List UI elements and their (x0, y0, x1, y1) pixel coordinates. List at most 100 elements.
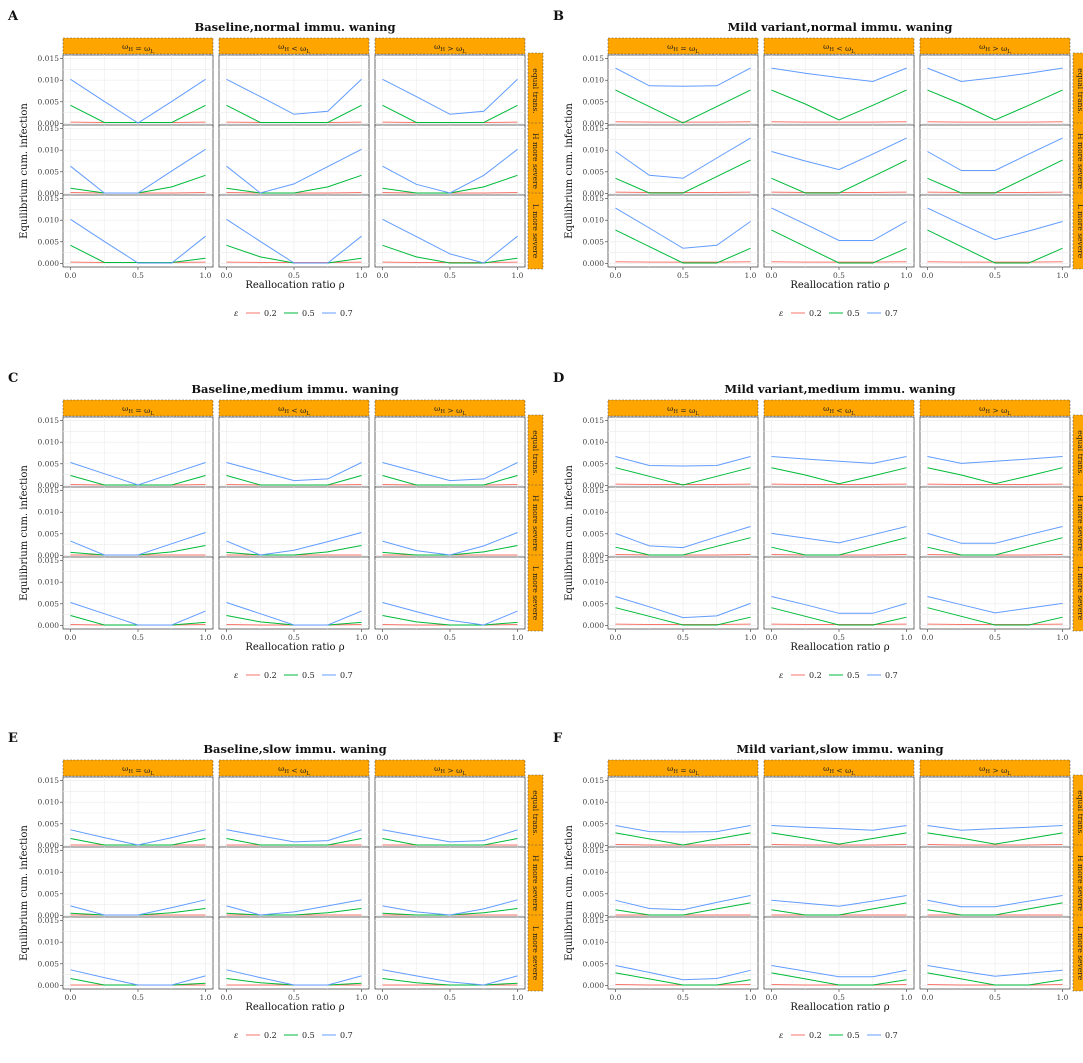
x-tick-label: 0.5 (833, 633, 845, 642)
x-axis-label: Reallocation ratio ρ (245, 280, 344, 291)
y-tick-label: 0.015 (583, 486, 605, 495)
row-strip (1072, 914, 1083, 992)
y-tick-label: 0.010 (38, 868, 60, 877)
x-tick-label: 0.0 (766, 271, 778, 280)
row-strip-label: H more severe (531, 495, 540, 552)
column-strip-label: ωH < ωL (823, 764, 855, 777)
column-strip (374, 37, 526, 55)
series-line-eps-07 (70, 532, 206, 556)
series-line-eps-05 (771, 607, 907, 626)
facet-panel (374, 124, 526, 198)
x-tick-label: 0.5 (989, 993, 1001, 1002)
series-line-eps-07 (615, 207, 751, 249)
facet-panel (374, 194, 526, 268)
y-tick-label: 0.010 (583, 798, 605, 807)
facet-panel (607, 916, 759, 990)
column-strip (763, 759, 915, 777)
series-line-eps-05 (927, 832, 1063, 845)
series-line-eps-05 (615, 832, 751, 846)
panel-f: F Mild variant,slow immu. waning Equilibri… (553, 731, 1083, 1040)
series-line-eps-05 (226, 545, 362, 556)
series-line-eps-05 (927, 972, 1063, 986)
x-tick-label: 1.0 (745, 271, 757, 280)
series-line-eps-07 (382, 602, 518, 626)
facet-panel (62, 916, 214, 990)
series-line-eps-02 (771, 844, 907, 846)
row-strip (527, 914, 544, 992)
series-line-eps-07 (771, 895, 907, 907)
facet-panel (62, 54, 214, 128)
y-tick-label: 0.000 (583, 981, 605, 990)
x-tick-label: 0.0 (922, 633, 934, 642)
series-line-eps-07 (771, 456, 907, 464)
column-strip-label: ωH > ωL (434, 42, 466, 55)
y-tick-label: 0.015 (38, 54, 60, 63)
legend-label: 0.7 (885, 1031, 898, 1040)
series-line-eps-07 (927, 67, 1063, 83)
legend-label: 0.2 (809, 671, 822, 680)
row-strip (527, 192, 544, 270)
column-strip-label: ωH > ωL (979, 764, 1011, 777)
y-axis-label: Equilibrium cum. infection (564, 825, 575, 961)
y-tick-label: 0.000 (583, 621, 605, 630)
facet-panel (374, 776, 526, 850)
facet-panel (607, 194, 759, 268)
panel-title: Baseline,normal immu. waning (194, 20, 395, 34)
column-strip (919, 399, 1071, 417)
y-tick-label: 0.005 (38, 819, 60, 828)
legend: ε 0.2 0.5 0.7 (779, 1031, 898, 1040)
panel-letter: E (8, 731, 18, 746)
column-strip-label: ωH > ωL (434, 404, 466, 417)
series-line-eps-05 (615, 607, 751, 626)
y-tick-label: 0.015 (583, 54, 605, 63)
y-tick-label: 0.015 (583, 194, 605, 203)
legend-label: 0.5 (847, 309, 860, 318)
series-line-eps-07 (771, 825, 907, 831)
x-tick-label: 0.0 (65, 633, 77, 642)
y-tick-label: 0.000 (38, 259, 60, 268)
panel-letter: C (8, 371, 18, 386)
series-line-eps-07 (382, 148, 518, 194)
row-strip-label: equal trans. (531, 790, 540, 835)
legend-label: 0.5 (302, 1031, 315, 1040)
legend-title: ε (234, 1031, 238, 1040)
x-tick-label: 0.0 (922, 993, 934, 1002)
x-tick-label: 0.5 (833, 993, 845, 1002)
y-tick-label: 0.015 (38, 486, 60, 495)
column-strip-label: ωH = ωL (667, 404, 699, 417)
y-axis-label: Equilibrium cum. infection (564, 465, 575, 601)
series-line-eps-07 (615, 137, 751, 179)
x-tick-label: 0.5 (833, 271, 845, 280)
x-axis-label: Reallocation ratio ρ (790, 280, 889, 291)
y-tick-label: 0.000 (583, 259, 605, 268)
series-line-eps-07 (382, 218, 518, 264)
row-strip (1072, 554, 1083, 632)
legend-label: 0.2 (809, 1031, 822, 1040)
y-tick-label: 0.015 (583, 916, 605, 925)
x-tick-label: 0.0 (610, 993, 622, 1002)
facet-panel (62, 124, 214, 198)
series-line-eps-07 (70, 462, 206, 486)
y-axis-label: Equilibrium cum. infection (564, 103, 575, 239)
x-tick-label: 0.5 (677, 633, 689, 642)
series-line-eps-05 (771, 159, 907, 194)
legend-label: 0.5 (302, 671, 315, 680)
facet-panel (607, 776, 759, 850)
series-line-eps-07 (382, 462, 518, 482)
series-line-eps-05 (615, 537, 751, 556)
legend: ε 0.2 0.5 0.7 (234, 671, 353, 680)
series-line-eps-07 (226, 899, 362, 916)
x-tick-label: 0.0 (65, 993, 77, 1002)
x-tick-label: 0.5 (989, 271, 1001, 280)
y-tick-label: 0.010 (583, 216, 605, 225)
y-tick-label: 0.005 (583, 889, 605, 898)
series-line-eps-05 (927, 902, 1063, 916)
facet-panel (919, 124, 1071, 198)
x-tick-label: 1.0 (200, 633, 212, 642)
y-tick-label: 0.005 (583, 97, 605, 106)
row-strip (527, 554, 544, 632)
facet-panel (763, 54, 915, 128)
x-tick-label: 1.0 (512, 993, 524, 1002)
series-line-eps-07 (771, 596, 907, 614)
facet-panel (607, 124, 759, 198)
